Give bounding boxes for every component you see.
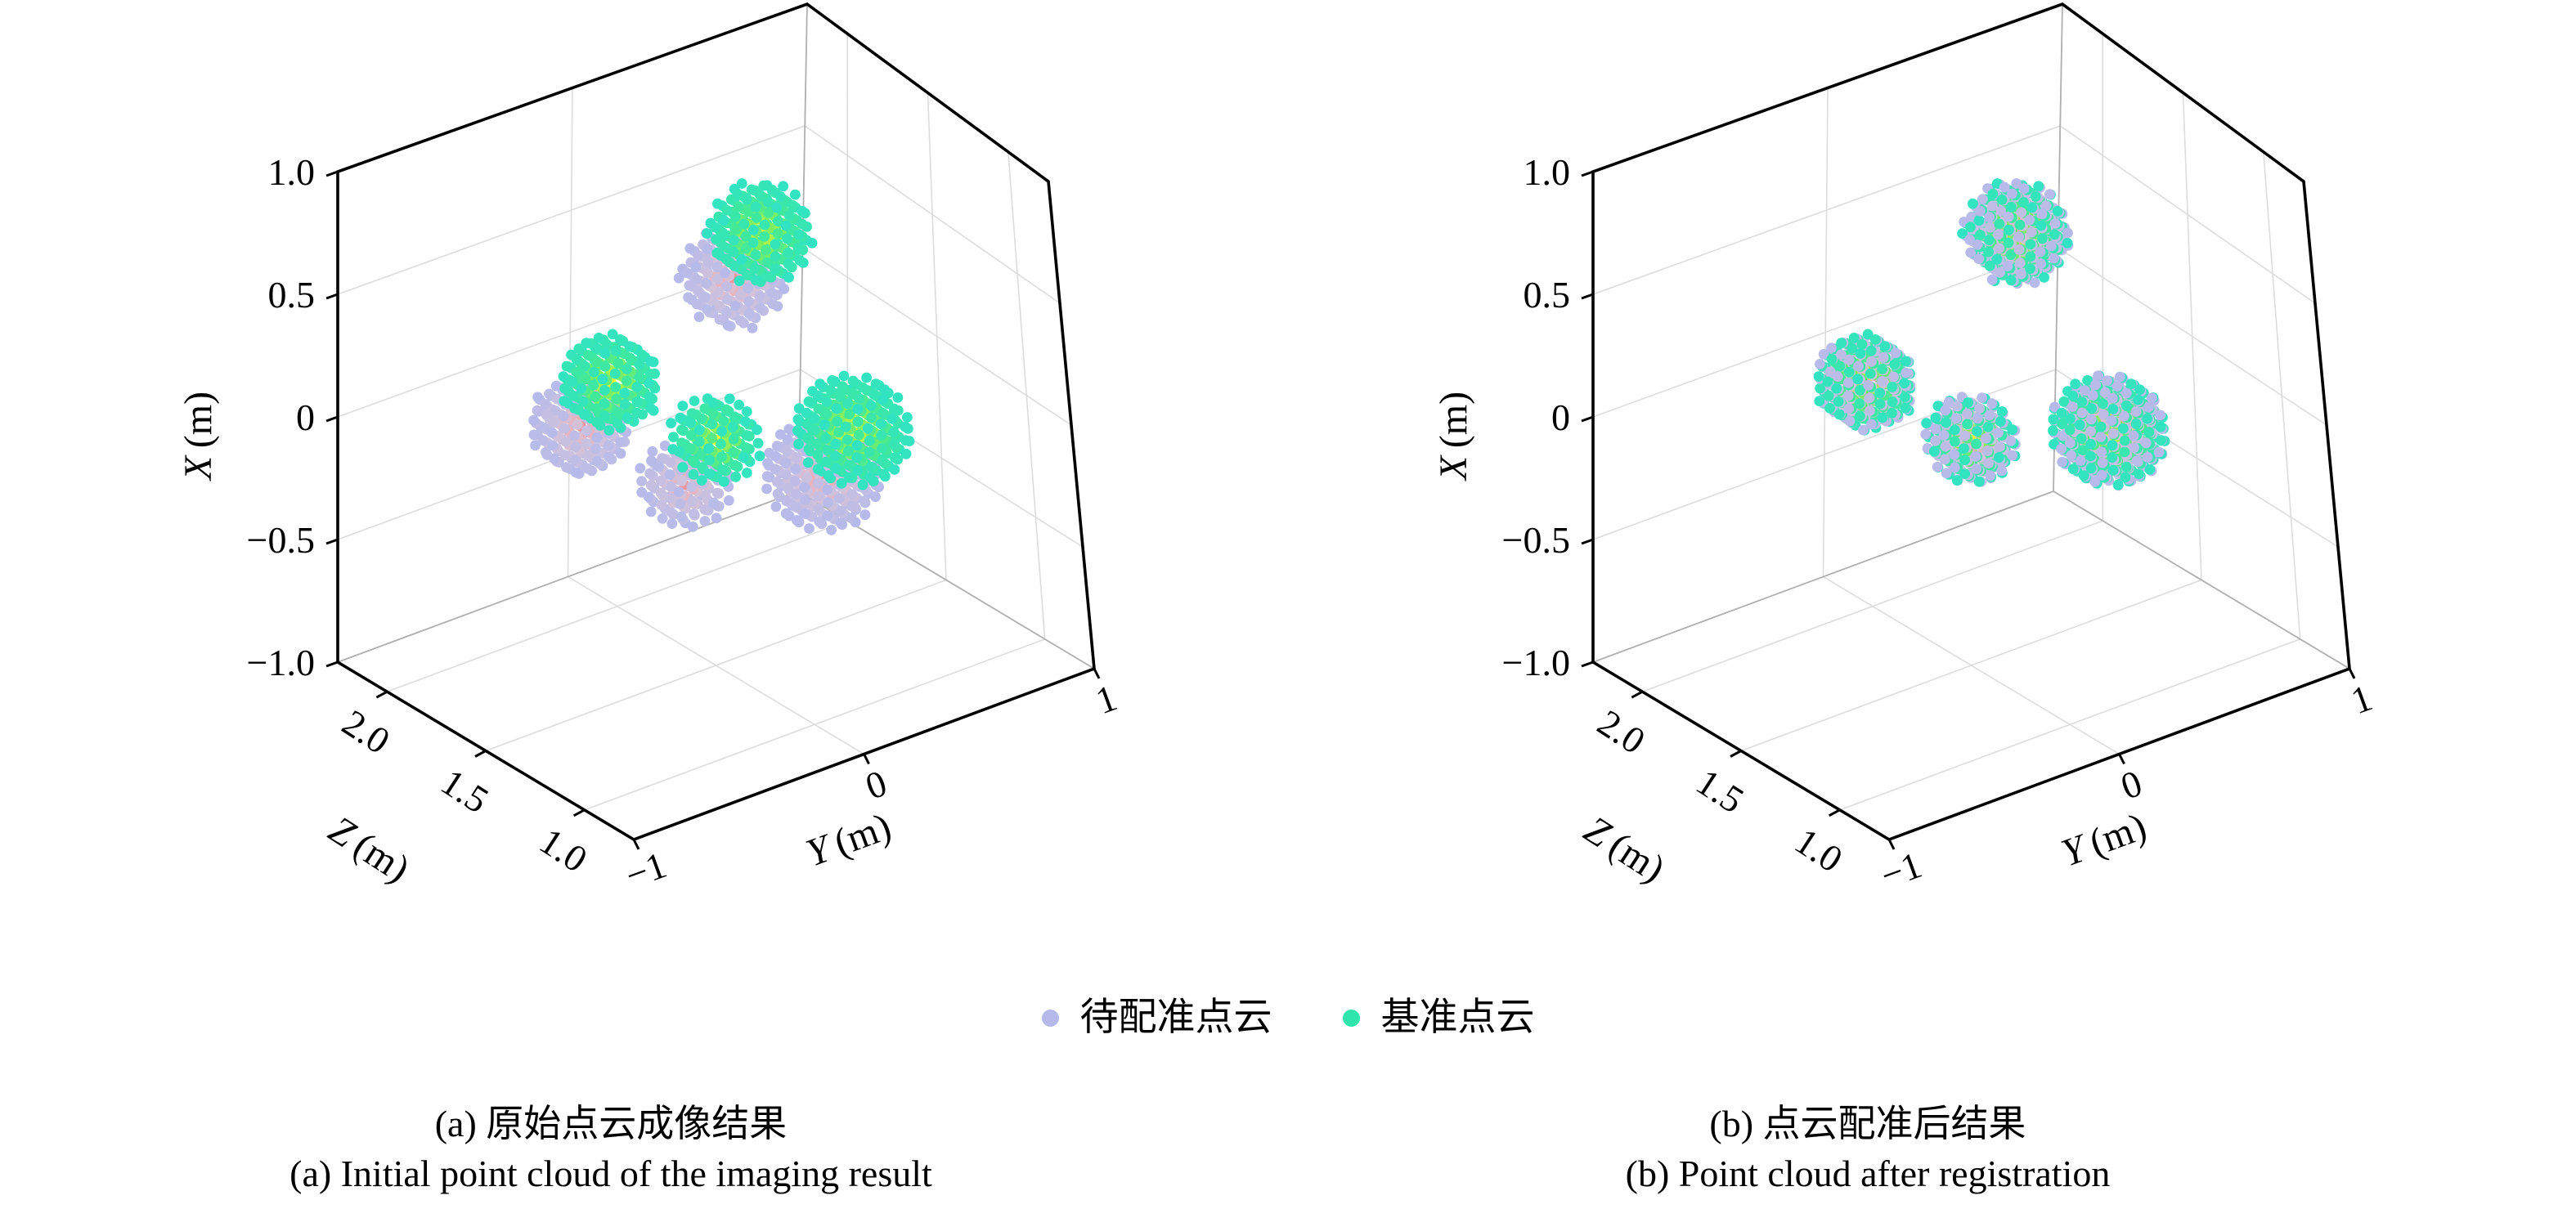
svg-text:1.0: 1.0 bbox=[268, 151, 316, 193]
svg-text:1.0: 1.0 bbox=[1788, 820, 1850, 880]
svg-text:−1: −1 bbox=[1875, 844, 1927, 897]
svg-text:0.5: 0.5 bbox=[268, 274, 316, 316]
plot-b: 1.0 0.5 0 −0.5 −1.0 2.0 1.5 1.0 −1 0 1 X (m) Z (m) Y … bbox=[1432, 2, 2378, 897]
svg-text:X (m): X (m) bbox=[177, 392, 220, 481]
svg-text:0: 0 bbox=[860, 762, 892, 808]
svg-text:Y (m): Y (m) bbox=[2056, 804, 2152, 875]
svg-text:1: 1 bbox=[2345, 677, 2377, 723]
legend: 待配准点云 基准点云 bbox=[0, 999, 2576, 1037]
svg-text:2.0: 2.0 bbox=[335, 701, 397, 762]
caption-plot-b-english: (b) Point cloud after registration bbox=[1625, 1153, 2111, 1194]
svg-text:Z (m): Z (m) bbox=[1577, 808, 1672, 891]
svg-text:1.0: 1.0 bbox=[532, 820, 595, 880]
svg-text:0: 0 bbox=[2116, 762, 2147, 808]
axis-labels: X (m) Z (m) Y (m) bbox=[1432, 392, 2152, 891]
point-cloud-points bbox=[528, 178, 915, 535]
svg-text:0.5: 0.5 bbox=[1524, 274, 1571, 316]
svg-text:1.5: 1.5 bbox=[433, 760, 496, 821]
legend-item-reference-cloud: 基准点云 bbox=[1342, 996, 1535, 1039]
svg-text:1: 1 bbox=[1090, 677, 1122, 723]
svg-text:Z (m): Z (m) bbox=[321, 808, 417, 891]
point-cloud-points bbox=[1813, 178, 2170, 491]
tick-labels: 1.0 0.5 0 −0.5 −1.0 2.0 1.5 1.0 −1 0 1 bbox=[1502, 151, 2378, 897]
caption-plot-b-chinese: (b) 点云配准后结果 bbox=[1709, 1103, 2026, 1144]
svg-text:−0.5: −0.5 bbox=[247, 519, 315, 561]
legend-label-reference-cloud: 基准点云 bbox=[1380, 996, 1535, 1039]
svg-text:2.0: 2.0 bbox=[1591, 701, 1653, 762]
caption-plot-a-english: (a) Initial point cloud of the imaging r… bbox=[289, 1153, 932, 1194]
svg-text:1.5: 1.5 bbox=[1689, 760, 1751, 821]
caption-plot-a-chinese: (a) 原始点云成像结果 bbox=[434, 1103, 788, 1144]
svg-text:1.0: 1.0 bbox=[1524, 151, 1571, 193]
svg-text:0: 0 bbox=[1551, 396, 1570, 438]
svg-text:−1: −1 bbox=[620, 844, 671, 897]
plot-a: 1.0 0.5 0 −0.5 −1.0 2.0 1.5 1.0 −1 0 1 X (m) Z (m) Y … bbox=[177, 2, 1122, 897]
caption-plot-b: (b) 点云配准后结果 (b) Point cloud after regist… bbox=[1295, 1099, 2440, 1198]
legend-item-target-cloud: 待配准点云 bbox=[1041, 996, 1272, 1039]
caption-plot-a: (a) 原始点云成像结果 (a) Initial point cloud of … bbox=[38, 1099, 1183, 1198]
reference-cloud-marker-icon bbox=[1342, 1010, 1360, 1027]
svg-text:0: 0 bbox=[296, 396, 315, 438]
svg-text:−0.5: −0.5 bbox=[1502, 519, 1570, 561]
svg-text:X (m): X (m) bbox=[1432, 392, 1475, 481]
svg-text:Y (m): Y (m) bbox=[801, 804, 896, 875]
svg-text:−1.0: −1.0 bbox=[1502, 642, 1570, 683]
target-cloud-marker-icon bbox=[1041, 1010, 1059, 1027]
legend-label-target-cloud: 待配准点云 bbox=[1079, 996, 1272, 1039]
svg-text:−1.0: −1.0 bbox=[247, 642, 315, 683]
